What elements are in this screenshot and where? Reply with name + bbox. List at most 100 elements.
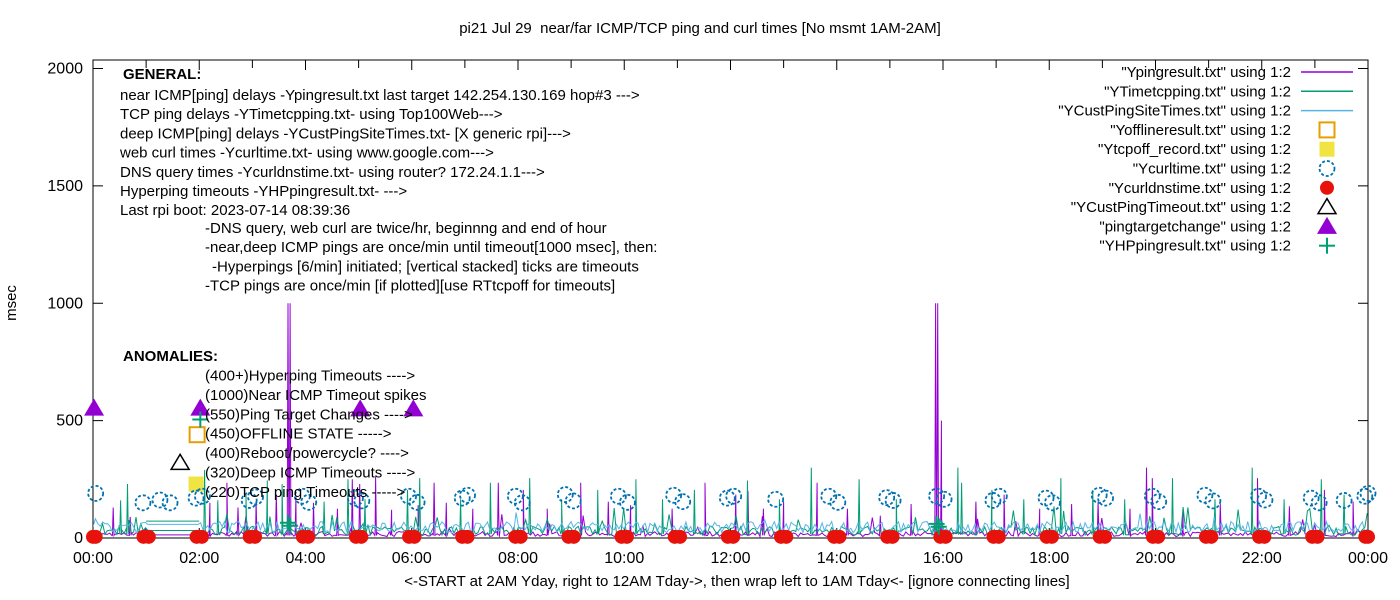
marker-ycurldnstime: [301, 529, 316, 544]
series-markers: [84, 398, 1377, 544]
marker-ycurldnstime: [1257, 529, 1272, 544]
marker-ycurldnstime: [88, 529, 103, 544]
marker-ycurltime: [247, 488, 264, 506]
marker-ycurldnstime: [1361, 529, 1375, 544]
legend-label-ytimetcpping: "YTimetcpping.txt" using 1:2: [1104, 83, 1291, 100]
footer-note: <-START at 2AM Yday, right to 12AM Tday-…: [404, 573, 1069, 590]
marker-ycurldnstime: [1098, 529, 1113, 544]
marker-ycurltime: [829, 493, 847, 511]
marker-ycurltime: [1335, 492, 1353, 509]
legend-label-ycurltime: "Ycurltime.txt" using 1:2: [1133, 161, 1291, 178]
chart-title: pi21 Jul 29 near/far ICMP/TCP ping and c…: [459, 20, 941, 37]
marker-ycurltime: [1204, 492, 1222, 510]
x-tick-label: 20:00: [1135, 550, 1175, 567]
marker-ycurltime: [1150, 493, 1168, 511]
legend-sample-ycurldnstime: [1320, 180, 1334, 195]
series-line-ytimetcpping: [93, 467, 1368, 537]
legend-sample-ycurltime: [1318, 160, 1336, 177]
marker-ycurldnstime: [991, 529, 1006, 544]
general-note: -DNS query, web curl are twice/hr, begin…: [205, 220, 607, 237]
marker-ycurltime: [1256, 491, 1274, 509]
marker-ycurltime: [610, 487, 627, 505]
marker-ycurltime: [347, 489, 364, 507]
marker-ycurltime: [459, 486, 476, 504]
x-tick-label: 10:00: [604, 550, 644, 567]
x-tick-label: 06:00: [392, 550, 432, 567]
marker-ycurldnstime: [513, 529, 528, 544]
marker-ycurltime: [134, 494, 152, 512]
marker-ycurltime: [674, 493, 692, 511]
anomalies-line: (400+)Hyperping Timeouts ---->: [205, 368, 415, 385]
y-tick-label: 500: [56, 413, 83, 430]
marker-ycurldnstime: [779, 529, 794, 544]
legend-label-ypingresult: "Ypingresult.txt" using 1:2: [1121, 64, 1291, 81]
marker-ycurltime: [1302, 489, 1320, 507]
marker-ycurldnstime: [885, 529, 900, 544]
annotations: GENERAL: near ICMP[ping] delays -Ypingres…: [119, 66, 657, 501]
marker-ytcpoff_record: [188, 476, 204, 492]
anomalies-heading: ANOMALIES:: [123, 348, 218, 365]
general-line: web curl times -Ycurltime.txt- using www…: [119, 145, 494, 162]
marker-ycurltime: [990, 487, 1008, 505]
legend-label-yofflineresult: "Yofflineresult.txt" using 1:2: [1110, 122, 1291, 139]
marker-ycurldnstime: [1044, 529, 1059, 544]
marker-ycurltime: [161, 494, 179, 512]
marker-ycurldnstime: [1204, 529, 1219, 544]
general-line: Last rpi boot: 2023-07-14 08:39:36: [120, 202, 350, 219]
marker-ycurltime: [564, 492, 582, 510]
marker-ycurldnstime: [673, 529, 688, 544]
general-line: deep ICMP[ping] delays -YCustPingSiteTim…: [120, 125, 571, 142]
x-tick-label: 00:00: [1348, 550, 1388, 567]
marker-pingtargetchange: [403, 399, 424, 417]
anomalies-line: (220)TCP ping Timeouts ----->: [205, 484, 405, 501]
anomalies-line: (1000)Near ICMP Timeout spikes: [205, 387, 426, 404]
marker-ycurldnstime: [726, 529, 741, 544]
marker-ycurldnstime: [194, 529, 209, 544]
x-tick-label: 00:00: [73, 550, 113, 567]
x-tick-label: 22:00: [1242, 550, 1282, 567]
marker-ycurldnstime: [141, 529, 156, 544]
marker-ycurltime: [1310, 494, 1328, 512]
marker-ycurltime: [194, 487, 211, 505]
marker-ycurltime: [1044, 494, 1061, 512]
marker-ycurldnstime: [938, 529, 953, 544]
marker-ycurltime: [878, 489, 896, 507]
marker-ycurltime: [187, 489, 205, 507]
marker-ycurltime: [665, 486, 683, 504]
marker-ycurldnstime: [407, 529, 422, 544]
marker-ycurltime: [1356, 487, 1374, 505]
marker-pingtargetchange: [84, 398, 105, 416]
x-tick-label: 08:00: [498, 550, 538, 567]
general-note: -TCP pings are once/min [if plotted][use…: [205, 278, 615, 295]
marker-ycurltime: [506, 487, 524, 505]
x-tick-label: 18:00: [1029, 550, 1069, 567]
marker-ycurltime: [935, 490, 953, 508]
marker-ycurltime: [453, 489, 471, 507]
legend: "Ypingresult.txt" using 1:2 "YTimetcpping…: [1058, 64, 1353, 255]
marker-ycurltime: [820, 487, 838, 505]
marker-ycurltime: [1090, 486, 1108, 504]
marker-ycurldnstime: [248, 529, 263, 544]
marker-ycurltime: [718, 489, 736, 507]
legend-label-pingtargetchange: "pingtargetchange" using 1:2: [1099, 218, 1291, 235]
marker-ycurltime: [300, 493, 318, 511]
general-line: TCP ping delays -YTimetcpping.txt- using…: [120, 106, 503, 123]
marker-ycurltime: [513, 494, 531, 512]
marker-ycurltime: [767, 490, 785, 508]
marker-ycustpingtimeout: [169, 452, 191, 471]
general-line: near ICMP[ping] delays -Ypingresult.txt …: [120, 87, 640, 104]
marker-ycurldnstime: [1151, 529, 1166, 544]
legend-label-ycustpingsitetimes: "YCustPingSiteTimes.txt" using 1:2: [1058, 103, 1291, 120]
y-axis-label: msec: [3, 285, 20, 321]
marker-ycurltime: [1037, 489, 1055, 507]
marker-ycurltime: [400, 487, 417, 505]
legend-label-ytcpoff_record: "Ytcpoff_record.txt" using 1:2: [1098, 141, 1291, 158]
y-tick-label: 2000: [47, 61, 83, 78]
general-note: -Hyperpings [6/min] initiated; [vertical…: [212, 258, 639, 275]
y-tick-label: 1000: [47, 295, 83, 312]
anomalies-line: (400)Reboot/powercycle? ---->: [205, 445, 409, 462]
marker-yofflineresult: [188, 426, 206, 444]
general-line: DNS query times -Ycurldnstime.txt- using…: [120, 164, 545, 181]
marker-pingtargetchange: [190, 398, 211, 416]
general-heading: GENERAL:: [123, 66, 201, 83]
